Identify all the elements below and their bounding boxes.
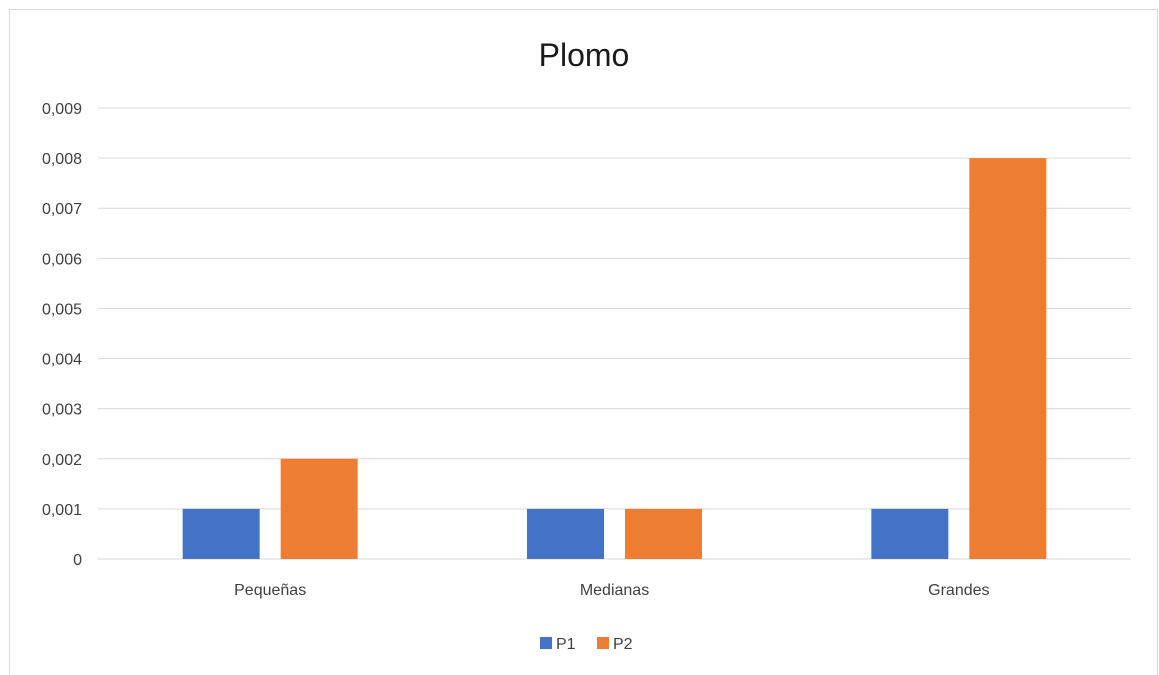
y-tick-label: 0,002 (42, 452, 82, 469)
legend: P1 P2 (540, 636, 633, 653)
y-tick-label: 0,005 (42, 301, 82, 318)
bar-p2-1 (625, 508, 702, 559)
x-category-label: Pequeñas (234, 582, 306, 599)
y-tick-label: 0,003 (42, 402, 82, 419)
gridlines (98, 107, 1131, 560)
bar-p1-2 (871, 508, 949, 559)
y-tick-label: 0,009 (42, 101, 82, 118)
legend-swatch-p1 (540, 637, 552, 649)
y-tick-label: 0,004 (42, 352, 82, 369)
y-tick-label: 0,008 (42, 151, 82, 168)
y-tick-label: 0,006 (42, 251, 82, 268)
bar-p2-0 (280, 458, 358, 559)
legend-label-p1: P1 (556, 636, 576, 653)
bar-p1-0 (182, 508, 260, 559)
y-tick-label: 0,001 (42, 502, 82, 519)
chart-title: Plomo (539, 37, 630, 73)
x-category-label: Grandes (928, 582, 989, 599)
legend-label-p2: P2 (613, 636, 633, 653)
y-axis-tick-labels: 0 0,001 0,002 0,003 0,004 0,005 0,006 0,007 0,00… (42, 101, 82, 569)
x-axis-category-labels: Pequeñas Medianas Grandes (234, 582, 989, 599)
y-tick-label: 0 (73, 552, 82, 569)
bars (182, 158, 1047, 559)
x-category-label: Medianas (580, 582, 649, 599)
legend-swatch-p2 (597, 637, 609, 649)
y-tick-label: 0,007 (42, 201, 82, 218)
bar-p1-1 (527, 508, 604, 559)
bar-p2-2 (969, 158, 1047, 559)
chart-frame (9, 9, 1158, 675)
